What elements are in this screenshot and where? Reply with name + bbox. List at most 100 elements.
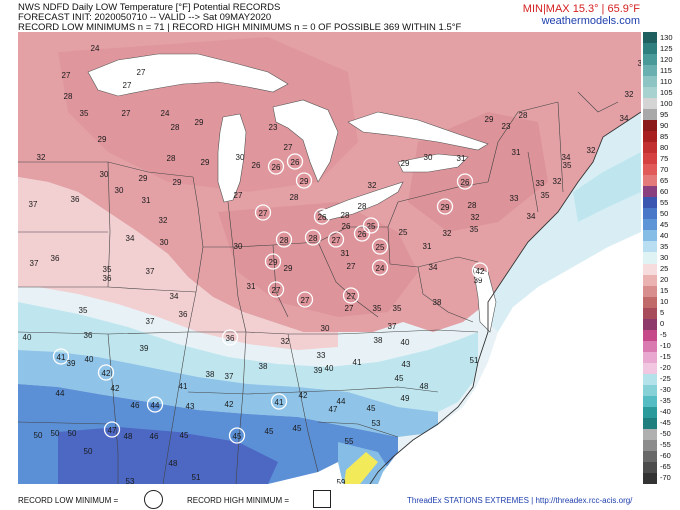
color-scale-label: 65 <box>660 175 669 185</box>
color-scale-label: 60 <box>660 186 669 196</box>
color-scale-swatch <box>643 285 657 298</box>
coast-fringe-inner <box>573 152 641 222</box>
station-value: 38 <box>433 298 442 307</box>
station-value: 23 <box>269 123 278 132</box>
station-value: 44 <box>151 401 160 410</box>
station-value: 29 <box>173 178 182 187</box>
site-credit: weathermodels.com <box>541 15 640 27</box>
station-value: 31 <box>457 154 466 163</box>
station-value: 41 <box>179 382 188 391</box>
color-scale-label: -35 <box>660 396 671 406</box>
color-scale-label: 125 <box>660 43 673 53</box>
station-value: 51 <box>192 473 201 482</box>
station-value: 27 <box>347 262 356 271</box>
station-value: 31 <box>423 242 432 251</box>
station-value: 36 <box>51 254 60 263</box>
station-value: 38 <box>206 370 215 379</box>
station-value: 50 <box>84 447 93 456</box>
station-value: 48 <box>124 432 133 441</box>
station-value: 43 <box>186 402 195 411</box>
station-value: 30 <box>100 170 109 179</box>
lake-ontario <box>397 153 469 173</box>
color-scale-label: -30 <box>660 385 671 395</box>
color-scale-swatch <box>643 296 657 309</box>
color-scale-label: -10 <box>660 341 671 351</box>
station-value: 27 <box>347 292 356 301</box>
station-value: 34 <box>170 292 179 301</box>
station-value: 41 <box>57 353 66 362</box>
station-value: 28 <box>358 202 367 211</box>
station-value: 36 <box>71 195 80 204</box>
color-scale-swatch <box>643 219 657 231</box>
station-value: 30 <box>638 59 641 68</box>
color-scale-label: -40 <box>660 407 671 417</box>
color-scale-swatch <box>643 54 657 66</box>
station-value: 41 <box>275 398 284 407</box>
record-low-marker <box>97 364 115 381</box>
station-value: 32 <box>368 181 377 190</box>
record-low-marker <box>436 198 454 215</box>
color-scale-swatch <box>643 87 657 99</box>
color-scale-label: 50 <box>660 208 669 218</box>
station-value: 28 <box>309 234 318 243</box>
station-value: 39 <box>140 344 149 353</box>
station-value: 27 <box>259 209 268 218</box>
color-scale-label: 100 <box>660 98 673 108</box>
station-value: 30 <box>424 153 433 162</box>
color-scale-label: 25 <box>660 264 669 274</box>
station-value: 53 <box>372 419 381 428</box>
color-scale-label: 40 <box>660 230 669 240</box>
color-scale-swatch <box>643 450 657 463</box>
color-scale-label: -5 <box>660 330 667 340</box>
color-scale-swatch <box>643 274 657 287</box>
dark-blue-band <box>58 427 278 484</box>
station-value: 35 <box>373 304 382 313</box>
station-value: 26 <box>291 158 300 167</box>
color-scale-label: -70 <box>660 473 671 483</box>
station-value: 27 <box>345 304 354 313</box>
station-value: 41 <box>353 358 362 367</box>
lake-superior <box>87 53 289 97</box>
station-value: 32 <box>281 337 290 346</box>
record-low-legend-symbol <box>144 490 163 509</box>
station-value: 50 <box>51 429 60 438</box>
station-value: 45 <box>395 374 404 383</box>
station-value: 45 <box>180 431 189 440</box>
canada-water <box>347 111 489 151</box>
station-value: 27 <box>137 68 146 77</box>
station-value: 30 <box>160 238 169 247</box>
record-low-marker <box>353 225 371 242</box>
color-scale-label: 55 <box>660 197 669 207</box>
station-value: 35 <box>470 225 479 234</box>
min-max-readout: MIN|MAX 15.3° | 65.9°F <box>522 3 640 15</box>
station-value: 25 <box>399 228 408 237</box>
record-low-marker <box>456 173 474 190</box>
gulf-water <box>268 462 343 484</box>
record-high-legend-label: RECORD HIGH MINIMUM = <box>187 496 289 505</box>
station-value: 31 <box>341 249 350 258</box>
station-value: 28 <box>280 236 289 245</box>
record-low-marker <box>146 396 164 413</box>
color-scale-swatch <box>643 384 657 397</box>
station-value: 34 <box>620 114 629 123</box>
map-title: NWS NDFD Daily LOW Temperature [°F] Pote… <box>18 2 281 13</box>
station-value: 47 <box>329 405 338 414</box>
station-value: 29 <box>485 115 494 124</box>
color-scale-label: -60 <box>660 451 671 461</box>
color-scale-swatch <box>643 362 657 375</box>
color-scale-label: -50 <box>660 429 671 439</box>
station-value: 45 <box>367 404 376 413</box>
color-scale-label: 20 <box>660 275 669 285</box>
color-scale-swatch <box>643 472 657 485</box>
station-value: 31 <box>142 196 151 205</box>
color-scale-label: 85 <box>660 131 669 141</box>
station-value: 24 <box>91 44 100 53</box>
station-value: 23 <box>502 122 511 131</box>
cyan-band <box>18 302 478 412</box>
color-scale-swatch <box>643 318 657 331</box>
station-value: 31 <box>512 148 521 157</box>
station-value: 32 <box>443 229 452 238</box>
color-scale-swatch <box>643 76 657 88</box>
station-value: 45 <box>265 427 274 436</box>
color-scale-label: 90 <box>660 120 669 130</box>
